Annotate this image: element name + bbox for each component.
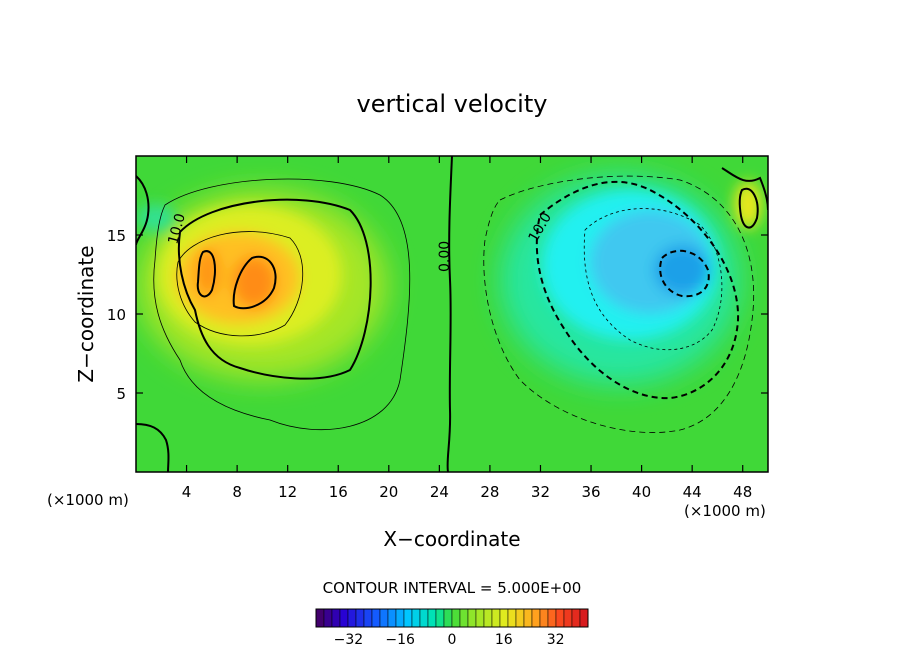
colorbar-swatch xyxy=(427,608,437,628)
x-tick-label: 20 xyxy=(379,483,398,501)
x-tick-label: 32 xyxy=(531,483,550,501)
x-axis-label: X−coordinate xyxy=(383,527,520,551)
y-axis: 5 10 15 xyxy=(107,227,768,403)
colorbar-swatch xyxy=(347,608,357,628)
contours xyxy=(136,156,768,472)
colorbar-swatch xyxy=(371,608,381,628)
y-axis-label: Z−coordinate xyxy=(74,245,98,382)
contour-label-zero: 0.00 xyxy=(437,241,453,272)
chart-title: vertical velocity xyxy=(357,90,548,118)
x-tick-label: 28 xyxy=(480,483,499,501)
colorbar-swatch xyxy=(579,608,589,628)
colorbar-swatch xyxy=(459,608,469,628)
colorbar-swatch xyxy=(387,608,397,628)
contour-right-edge xyxy=(721,167,768,211)
x-tick-label: 40 xyxy=(632,483,651,501)
contour-interval-text: CONTOUR INTERVAL = 5.000E+00 xyxy=(323,579,582,597)
contour-zero-left-top xyxy=(136,175,150,246)
colorbar-swatch xyxy=(379,608,389,628)
y-tick-label: 15 xyxy=(107,227,126,245)
x-tick-label: 36 xyxy=(581,483,600,501)
colorbar-tick-label: 16 xyxy=(495,632,513,648)
colorbar-swatch xyxy=(531,608,541,628)
colorbar-tick-label: −16 xyxy=(385,632,415,648)
colorbar-swatch xyxy=(555,608,565,628)
colorbar-swatch xyxy=(491,608,501,628)
x-tick-label: 24 xyxy=(430,483,449,501)
contour-updraft-10 xyxy=(177,198,372,380)
contour-small-updraft xyxy=(738,187,759,229)
colorbar-swatch xyxy=(475,608,485,628)
y-tick-label: 5 xyxy=(116,385,126,403)
contour-zero-mid xyxy=(446,156,453,472)
y-tick-label: 10 xyxy=(107,306,126,324)
colorbar-swatch xyxy=(563,608,573,628)
colorbar-swatch xyxy=(523,608,533,628)
x-tick-label: 16 xyxy=(329,483,348,501)
plot-area: 10.0 0.00 10.0 xyxy=(136,156,768,472)
x-tick-label: 44 xyxy=(683,483,702,501)
colorbar-swatch xyxy=(515,608,525,628)
x-axis: 4 8 12 16 20 24 28 32 36 40 44 48 xyxy=(182,156,752,501)
colorbar-tick-label: 0 xyxy=(448,632,457,648)
colorbar-swatch xyxy=(507,608,517,628)
colorbar-frame xyxy=(315,608,589,628)
colorbar-swatch xyxy=(411,608,421,628)
colorbar-swatch xyxy=(435,608,445,628)
x-tick-label: 48 xyxy=(733,483,752,501)
x-tick-label: 12 xyxy=(278,483,297,501)
colorbar-swatch xyxy=(539,608,549,628)
colorbar-swatch xyxy=(499,608,509,628)
x-tick-label: 8 xyxy=(232,483,242,501)
colorbar-swatch xyxy=(323,608,333,628)
colorbar: −32 −16 0 16 32 xyxy=(315,608,589,648)
colorbar-tick-label: −32 xyxy=(334,632,364,648)
contour-updraft-25b xyxy=(232,255,277,310)
colorbar-swatch xyxy=(331,608,341,628)
contour-updraft-5 xyxy=(153,178,411,430)
x-unit-left: (×1000 m) xyxy=(47,491,129,509)
colorbar-swatch xyxy=(483,608,493,628)
x-unit-right: (×1000 m) xyxy=(684,502,766,520)
colorbar-tick-label: 32 xyxy=(547,632,565,648)
colorbar-swatch xyxy=(451,608,461,628)
colorbar-swatch xyxy=(355,608,365,628)
contour-zero-left-bottom xyxy=(136,423,170,472)
contour-updraft-15 xyxy=(176,231,304,337)
colorbar-swatch xyxy=(363,608,373,628)
colorbar-swatch xyxy=(467,608,477,628)
colorbar-swatch xyxy=(403,608,413,628)
colorbar-swatch xyxy=(571,608,581,628)
contour-label-updraft: 10.0 xyxy=(165,212,189,246)
colorbar-swatch xyxy=(315,608,325,628)
colorbar-swatch xyxy=(547,608,557,628)
colorbar-swatch xyxy=(443,608,453,628)
contour-downdraft-15 xyxy=(583,208,723,351)
colorbar-swatch xyxy=(339,608,349,628)
updraft-core-right xyxy=(232,256,276,308)
colorbar-swatch xyxy=(419,608,429,628)
colorbar-swatch xyxy=(395,608,405,628)
downdraft-core xyxy=(654,245,710,295)
contour-updraft-25a xyxy=(196,250,216,298)
x-tick-label: 4 xyxy=(182,483,192,501)
contour-downdraft-20 xyxy=(659,249,710,298)
